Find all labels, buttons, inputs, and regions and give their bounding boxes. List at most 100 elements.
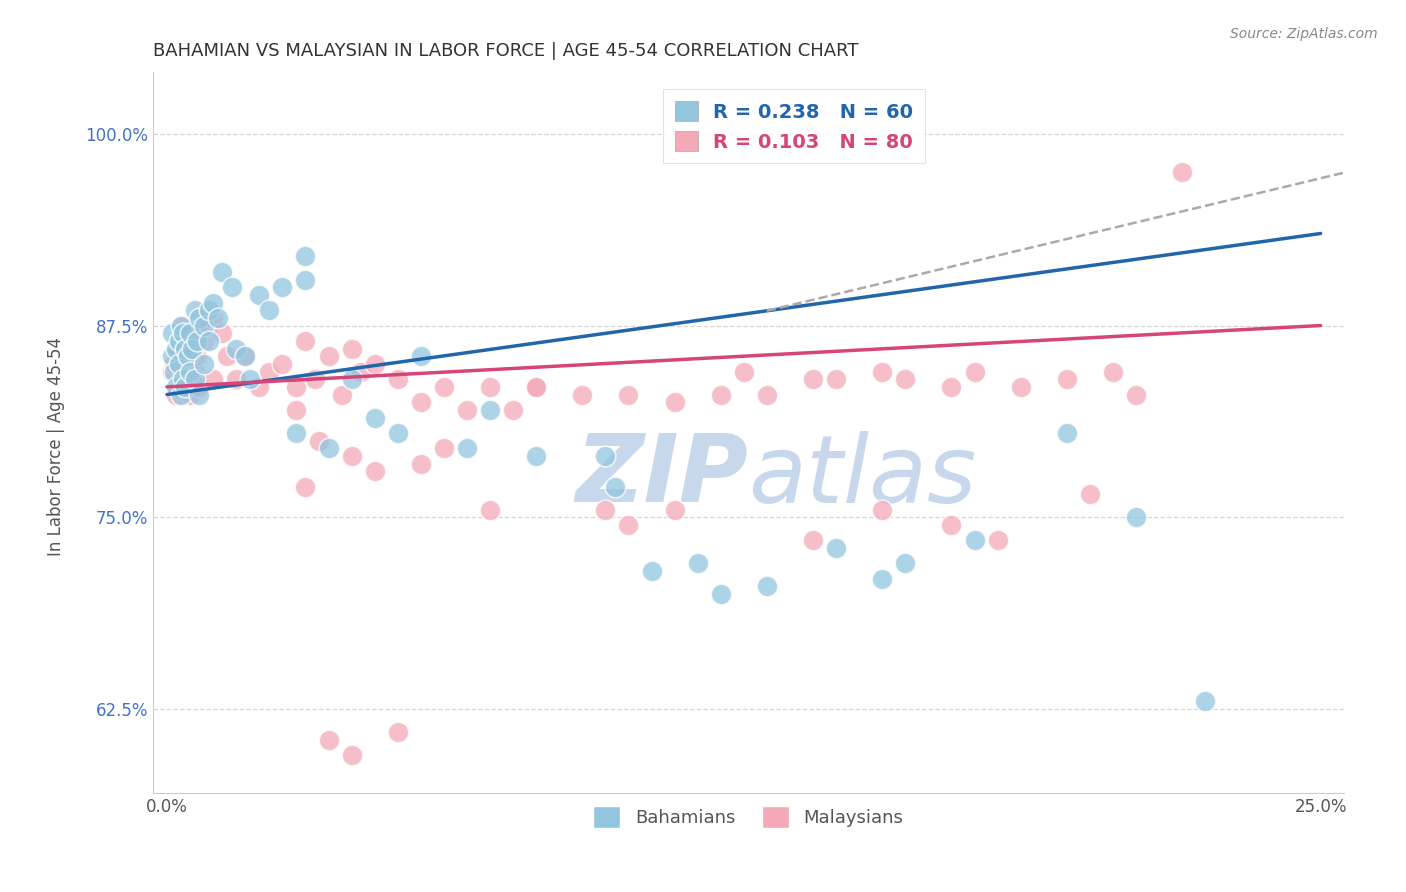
Point (225, 372, 247, 386)
Point (524, 449, 547, 463)
Point (1194, 694, 1216, 708)
Point (183, 303, 205, 318)
Point (870, 572, 893, 586)
Point (387, 725, 409, 739)
Point (318, 732, 340, 747)
Point (197, 318, 219, 333)
Point (186, 334, 208, 348)
Point (340, 342, 363, 356)
Point (165, 380, 187, 394)
Point (247, 380, 270, 394)
Point (174, 334, 197, 348)
Point (870, 502, 893, 516)
Point (170, 318, 193, 333)
Point (170, 318, 193, 333)
Point (239, 372, 262, 386)
Point (193, 334, 215, 348)
Point (202, 295, 225, 310)
Point (193, 357, 215, 371)
Point (387, 372, 409, 386)
Point (433, 441, 456, 455)
Point (257, 303, 280, 318)
Point (456, 441, 478, 455)
Point (183, 372, 205, 386)
Point (479, 380, 502, 394)
Point (211, 265, 233, 279)
Point (479, 403, 502, 417)
Point (595, 502, 617, 516)
Point (524, 380, 547, 394)
Point (1125, 510, 1147, 524)
Point (285, 425, 308, 440)
Point (433, 380, 456, 394)
Point (170, 372, 193, 386)
Point (894, 556, 917, 570)
Point (193, 318, 215, 333)
Point (235, 349, 257, 363)
Point (801, 533, 824, 548)
Point (524, 380, 547, 394)
Point (304, 372, 326, 386)
Point (271, 280, 294, 294)
Point (172, 326, 194, 341)
Point (617, 387, 640, 401)
Text: Source: ZipAtlas.com: Source: ZipAtlas.com (1230, 27, 1378, 41)
Point (179, 387, 201, 401)
Point (167, 334, 190, 348)
Point (363, 410, 385, 425)
Point (215, 349, 238, 363)
Point (825, 372, 848, 386)
Point (330, 387, 353, 401)
Point (1056, 372, 1078, 386)
Text: BAHAMIAN VS MALAYSIAN IN LABOR FORCE | AGE 45-54 CORRELATION CHART: BAHAMIAN VS MALAYSIAN IN LABOR FORCE | A… (153, 42, 859, 60)
Point (941, 517, 963, 532)
Point (733, 365, 755, 379)
Point (160, 326, 183, 341)
Point (479, 502, 502, 516)
Point (1125, 387, 1147, 401)
Point (271, 357, 294, 371)
Text: In Labor Force | Age 45-54: In Labor Force | Age 45-54 (48, 336, 65, 556)
Point (188, 387, 211, 401)
Point (167, 342, 190, 356)
Point (755, 387, 778, 401)
Point (197, 303, 219, 318)
Point (1102, 365, 1125, 379)
Point (603, 479, 626, 493)
Point (294, 272, 316, 286)
Point (363, 464, 385, 478)
Point (387, 425, 409, 440)
Point (318, 349, 340, 363)
Point (186, 349, 208, 363)
Point (987, 533, 1010, 548)
Point (179, 357, 201, 371)
Point (1056, 425, 1078, 440)
Point (202, 372, 225, 386)
Point (308, 434, 330, 448)
Point (179, 326, 201, 341)
Point (363, 357, 385, 371)
Point (571, 387, 593, 401)
Point (163, 357, 186, 371)
Point (664, 395, 686, 409)
Point (710, 587, 733, 601)
Point (350, 365, 373, 379)
Point (172, 349, 194, 363)
Point (188, 326, 211, 341)
Point (160, 349, 183, 363)
Point (174, 342, 197, 356)
Point (225, 342, 247, 356)
Point (235, 349, 257, 363)
Point (285, 380, 308, 394)
Point (801, 372, 824, 386)
Point (257, 365, 280, 379)
Text: ZIP: ZIP (575, 430, 748, 522)
Point (340, 747, 363, 762)
Point (179, 365, 201, 379)
Point (294, 250, 316, 264)
Point (170, 387, 193, 401)
Point (177, 349, 200, 363)
Point (160, 365, 183, 379)
Point (1078, 487, 1101, 501)
Point (710, 387, 733, 401)
